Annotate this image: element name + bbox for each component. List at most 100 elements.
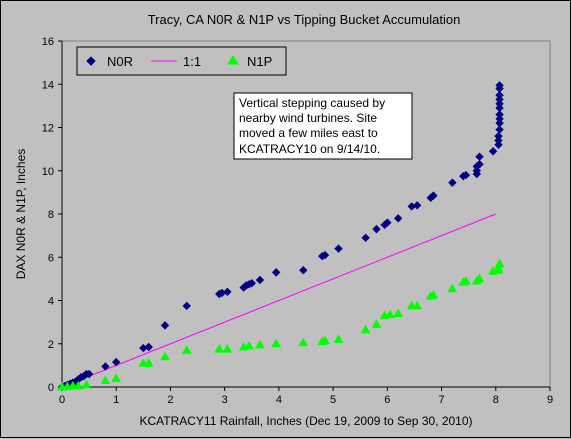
n0r-point: [494, 131, 503, 141]
n0r-point: [372, 224, 381, 234]
y-tick-label: 10: [42, 166, 54, 178]
n1p-point: [298, 337, 309, 347]
n0r-point: [495, 103, 504, 113]
y-tick-label: 6: [48, 252, 54, 264]
n0r-point: [383, 218, 392, 227]
x-tick-label: 5: [330, 394, 336, 406]
n1p-point: [160, 351, 170, 361]
n0r-point: [361, 233, 370, 242]
annotation-background: [233, 92, 413, 160]
n0r-point: [112, 357, 121, 367]
y-tick-label: 14: [42, 79, 54, 91]
n1p-point: [111, 373, 122, 382]
n0r-point: [495, 90, 504, 100]
n1p-point: [320, 335, 330, 345]
annotation-box: Vertical stepping caused by nearby wind …: [233, 92, 413, 160]
n0r-point: [495, 95, 504, 104]
n0r-point: [495, 118, 504, 128]
x-tick-label: 2: [167, 394, 173, 406]
x-tick-label: 3: [222, 394, 228, 406]
n0r-point: [494, 140, 503, 150]
n1p-point: [385, 309, 395, 319]
x-tick-label: 6: [384, 394, 390, 406]
n0r-point: [488, 147, 498, 156]
y-tick-label: 8: [48, 209, 54, 221]
n0r-point: [412, 201, 422, 210]
legend-1to1-label: 1:1: [183, 54, 201, 69]
n1p-point: [255, 339, 265, 349]
annotation-line-4: KCATRACY10 on 9/14/10.: [239, 142, 380, 156]
n1p-point: [244, 340, 254, 350]
series-layer: [57, 81, 505, 392]
x-tick-label: 9: [547, 394, 553, 406]
n1p-point: [493, 263, 504, 272]
annotation-line-2: nearby wind turbines. Site: [239, 111, 377, 125]
n0r-point: [475, 160, 484, 169]
x-axis-title: KCATRACY11 Rainfall, Inches (Dec 19, 200…: [139, 414, 472, 428]
n1p-point: [360, 324, 371, 334]
x-tick-label: 0: [59, 394, 65, 406]
n0r-point: [299, 266, 308, 275]
n0r-point: [461, 170, 471, 180]
x-tick-label: 1: [113, 394, 119, 406]
n0r-point: [101, 362, 110, 371]
annotation-line-1: Vertical stepping caused by: [239, 96, 385, 110]
annotation-line-3: moved a few miles east to: [239, 126, 378, 140]
x-tick-label: 8: [493, 394, 499, 406]
n1p-point: [412, 300, 423, 310]
legend-n0r-label: N0R: [107, 54, 133, 69]
chart-title: Tracy, CA N0R & N1P vs Tipping Bucket Ac…: [148, 12, 461, 27]
n1p-point: [494, 258, 505, 268]
n0r-point: [320, 250, 330, 260]
legend-box: [76, 46, 287, 76]
legend-n1p-label: N1P: [247, 54, 272, 69]
one-to-one-line: [61, 213, 496, 388]
n1p-point: [222, 344, 233, 353]
n1p-point: [271, 338, 282, 348]
n1p-point: [447, 283, 458, 293]
legend-n1p-marker: [227, 55, 239, 65]
n1p-point: [181, 345, 192, 354]
n1p-point: [143, 358, 154, 367]
y-tick-label: 16: [42, 36, 54, 48]
y-tick-label: 12: [42, 123, 54, 135]
n0r-point: [429, 191, 438, 200]
n0r-point: [334, 244, 343, 253]
n0r-point: [448, 178, 457, 187]
n0r-point: [271, 268, 281, 277]
n1p-point: [81, 379, 92, 389]
n0r-point: [182, 301, 191, 311]
n1p-point: [333, 334, 344, 343]
n1p-point: [73, 380, 84, 390]
n0r-point: [393, 214, 403, 223]
n1p-point: [371, 319, 382, 328]
n0r-point: [255, 275, 265, 285]
n0r-point: [475, 152, 484, 161]
y-axis-ticks: 0 2 4 6 8 10 12 14 16: [42, 36, 63, 394]
y-tick-label: 2: [48, 339, 54, 351]
y-tick-label: 0: [48, 382, 54, 394]
x-tick-label: 4: [276, 394, 282, 406]
y-axis-title: DAX N0R & N1P, Inches: [14, 149, 28, 280]
n0r-point: [495, 125, 504, 134]
n1p-point: [474, 273, 485, 283]
n0r-point: [495, 99, 504, 108]
n1p-point: [100, 375, 111, 385]
n0r-point: [144, 342, 153, 352]
n0r-point: [495, 81, 504, 90]
n1p-point: [461, 276, 471, 285]
n1p-point: [214, 344, 225, 353]
y-tick-label: 4: [48, 296, 54, 308]
n0r-point: [247, 278, 256, 288]
n0r-point: [495, 110, 504, 119]
x-axis-ticks: 0 1 2 3 4 5 6 7 8 9: [59, 386, 553, 406]
legend-n0r-marker: [86, 56, 96, 66]
n1p-point: [393, 308, 404, 317]
n0r-point: [472, 166, 482, 175]
n1p-point: [428, 290, 439, 299]
n0r-point: [494, 136, 503, 145]
n0r-point: [84, 369, 94, 379]
n0r-point: [160, 321, 170, 330]
